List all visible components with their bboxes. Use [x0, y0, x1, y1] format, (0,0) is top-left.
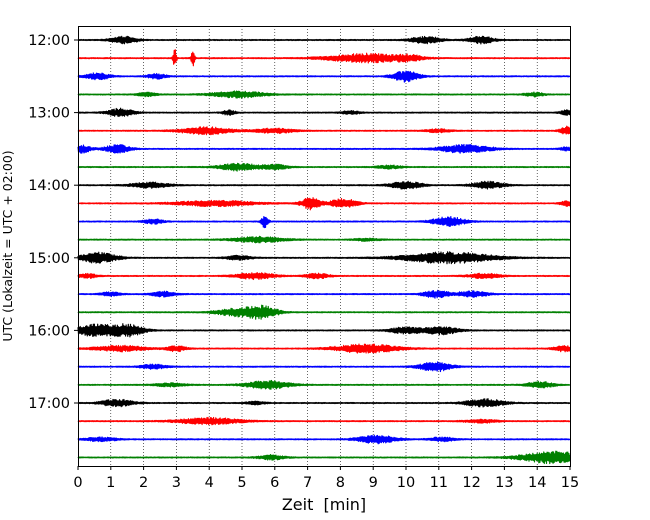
x-tick-label: 12	[462, 475, 480, 491]
vertical-grid	[110, 26, 538, 466]
plot-frame	[78, 26, 571, 467]
trace-1600	[77, 323, 571, 338]
x-tick-label: 0	[73, 475, 82, 491]
trace-1430	[77, 215, 571, 229]
trace-1500	[77, 251, 571, 265]
y-tick-label: 13:00	[28, 106, 70, 122]
trace-1730	[77, 434, 571, 445]
trace-1315	[77, 125, 571, 136]
trace-1715	[77, 416, 571, 426]
trace-1200	[77, 35, 571, 45]
trace-1400	[77, 180, 571, 190]
trace-1700	[77, 398, 571, 408]
trace-1630	[77, 361, 571, 373]
trace-1530	[77, 289, 571, 299]
trace-1545	[77, 304, 571, 320]
x-tick-label: 3	[172, 475, 181, 491]
x-tick-label: 4	[205, 475, 214, 491]
x-tick-label: 11	[430, 475, 448, 491]
trace-1345	[77, 162, 571, 172]
trace-1515	[77, 272, 571, 281]
x-tick-label: 15	[561, 475, 579, 491]
trace-1415	[77, 197, 571, 211]
x-axis-ticks: 0 1 2 3 4 5 6 7 8 9 10 11 12 13 14 15	[73, 466, 579, 491]
x-tick-label: 2	[139, 475, 148, 491]
y-tick-label: 15:00	[28, 251, 70, 267]
y-axis-hour-labels: 12:00 13:00 14:00 15:00 16:00 17:00	[28, 33, 78, 412]
x-tick-label: 7	[303, 475, 312, 491]
trace-1615	[77, 343, 571, 354]
y-tick-label: 14:00	[28, 178, 70, 194]
x-tick-label: 8	[336, 475, 345, 491]
seismogram-traces	[77, 35, 571, 465]
x-tick-label: 6	[270, 475, 279, 491]
trace-1300	[77, 107, 571, 118]
trace-1215	[77, 49, 571, 67]
trace-1445	[77, 235, 571, 244]
y-axis-label: UTC (Lokalzeit = UTC + 02:00)	[0, 150, 15, 341]
y-tick-label: 12:00	[28, 33, 70, 49]
trace-1745	[77, 450, 571, 465]
y-tick-label: 17:00	[28, 396, 70, 412]
trace-1645	[77, 379, 571, 390]
x-tick-label: 14	[528, 475, 546, 491]
trace-1330	[77, 143, 571, 154]
trace-1245	[77, 90, 571, 99]
x-tick-label: 10	[397, 475, 415, 491]
y-tick-label: 16:00	[28, 323, 70, 339]
x-tick-label: 1	[106, 475, 115, 491]
x-tick-label: 5	[237, 475, 246, 491]
x-tick-label: 13	[495, 475, 513, 491]
x-tick-label: 9	[369, 475, 378, 491]
x-axis-label: Zeit [min]	[282, 495, 366, 514]
trace-1230	[77, 70, 571, 83]
